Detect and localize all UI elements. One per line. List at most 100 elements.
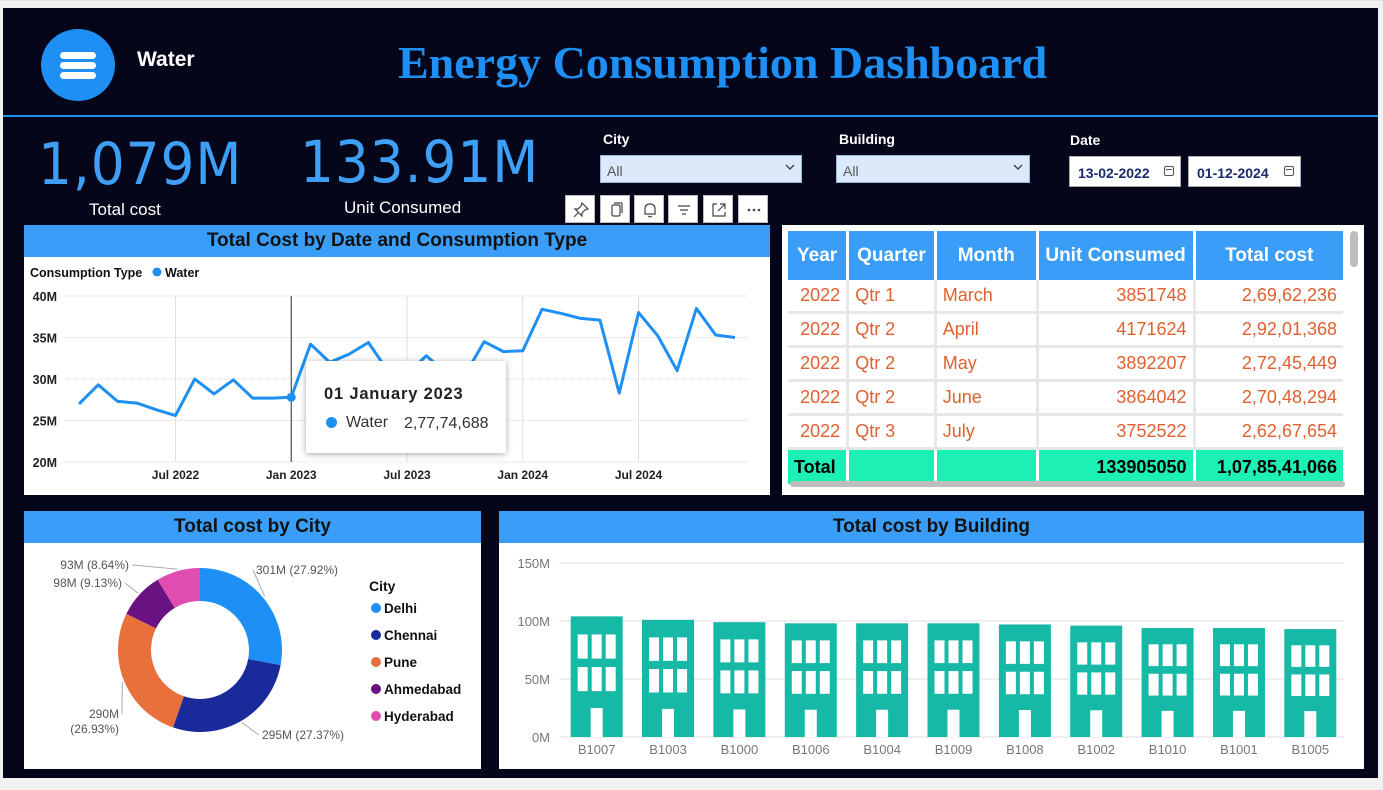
window-top-edge xyxy=(0,0,1383,1)
header-divider xyxy=(3,115,1378,117)
consumption-type-label: Water xyxy=(137,48,195,71)
legend-item-water[interactable]: Water xyxy=(165,266,199,280)
bar-B1001[interactable] xyxy=(1212,627,1265,737)
window-shape xyxy=(591,634,602,659)
x-tick-label: B1009 xyxy=(935,742,973,757)
start-date-value: 13-02-2022 xyxy=(1078,165,1150,181)
donut-slice-ahmedabad[interactable] xyxy=(126,579,175,629)
window-shape xyxy=(1077,642,1088,665)
donut-slice-chennai[interactable] xyxy=(173,659,281,732)
window-shape xyxy=(1291,645,1302,667)
cell-total-cost: 2,62,67,654 xyxy=(1194,414,1343,450)
donut-chart-title: Total cost by City xyxy=(24,511,481,543)
bar-B1002[interactable] xyxy=(1070,625,1123,737)
column-header-unit-consumed[interactable]: Unit Consumed xyxy=(1037,231,1196,280)
horizontal-scrollbar[interactable] xyxy=(790,481,1345,487)
donut-slice-delhi[interactable] xyxy=(200,568,282,666)
window-shape xyxy=(877,671,888,694)
table-row[interactable]: 2022 Qtr 1 March 3851748 2,69,62,236 xyxy=(788,280,1343,314)
copy-icon[interactable] xyxy=(600,195,630,223)
donut-slice-pune[interactable] xyxy=(118,613,184,728)
y-tick-label: 150M xyxy=(517,556,550,571)
cell-year: 2022 xyxy=(788,280,850,314)
city-dropdown-value: All xyxy=(607,163,623,179)
matrix-table-panel: Year Quarter Month Unit Consumed Total c… xyxy=(782,225,1364,495)
hamburger-menu-icon[interactable] xyxy=(41,29,115,101)
bar-B1009[interactable] xyxy=(927,623,980,737)
x-tick-label: B1003 xyxy=(649,742,687,757)
filter-icon[interactable] xyxy=(668,195,698,223)
window-shape xyxy=(805,640,816,664)
start-date-input[interactable]: 13-02-2022 xyxy=(1069,156,1181,187)
window-shape xyxy=(1176,673,1187,696)
cell-unit-consumed: 3752522 xyxy=(1037,414,1196,450)
legend-item-hyderabad[interactable]: Hyderabad xyxy=(384,709,454,724)
pin-icon[interactable] xyxy=(565,195,595,223)
x-tick-label: Jan 2023 xyxy=(266,468,317,482)
window-shape xyxy=(1148,673,1159,696)
window-shape xyxy=(1077,672,1088,695)
column-header-total-cost[interactable]: Total cost xyxy=(1194,231,1343,280)
x-tick-label: Jul 2024 xyxy=(615,468,663,482)
table-row[interactable]: 2022 Qtr 2 April 4171624 2,92,01,368 xyxy=(788,312,1343,348)
bar-B1005[interactable] xyxy=(1284,629,1337,737)
y-tick-label: 35M xyxy=(33,332,57,346)
total-total-cost: 1,07,85,41,066 xyxy=(1194,448,1343,484)
bar-B1010[interactable] xyxy=(1141,627,1194,737)
donut-slice-hyderabad[interactable] xyxy=(157,568,200,609)
bar-B1004[interactable] xyxy=(856,623,909,737)
window-shape xyxy=(1319,674,1330,697)
table-row[interactable]: 2022 Qtr 2 May 3892207 2,72,45,449 xyxy=(788,346,1343,382)
window-shape xyxy=(1005,641,1016,664)
bar-B1008[interactable] xyxy=(998,624,1051,737)
bar-B1007[interactable] xyxy=(570,616,623,737)
table-row[interactable]: 2022 Qtr 2 June 3864042 2,70,48,294 xyxy=(788,380,1343,416)
y-tick-label: 50M xyxy=(525,672,550,687)
focus-mode-icon[interactable] xyxy=(703,195,733,223)
legend-item-chennai[interactable]: Chennai xyxy=(384,628,437,643)
building-dropdown[interactable]: All xyxy=(836,155,1030,183)
x-tick-label: B1004 xyxy=(863,742,901,757)
chevron-down-icon xyxy=(785,164,795,170)
window-shape xyxy=(591,667,602,692)
window-shape xyxy=(1019,671,1030,695)
window-shape xyxy=(734,670,745,694)
bar-B1006[interactable] xyxy=(784,623,837,737)
column-header-year[interactable]: Year xyxy=(788,231,850,280)
cell-month: March xyxy=(935,280,1039,314)
window-shape xyxy=(1091,672,1102,695)
window-shape xyxy=(734,639,745,663)
cell-month: May xyxy=(935,346,1039,382)
more-options-icon[interactable] xyxy=(738,195,768,223)
legend-title: Consumption Type xyxy=(30,266,142,280)
window-shape xyxy=(819,640,830,664)
hover-point[interactable] xyxy=(286,392,296,402)
column-header-quarter[interactable]: Quarter xyxy=(847,231,937,280)
tooltip-series-marker xyxy=(326,417,337,428)
calendar-icon[interactable] xyxy=(1164,166,1174,176)
column-header-month[interactable]: Month xyxy=(935,231,1039,280)
data-label-leader xyxy=(124,582,139,594)
door-shape xyxy=(1232,710,1245,737)
legend-marker xyxy=(371,603,381,613)
window-shape xyxy=(877,640,888,664)
calendar-icon[interactable] xyxy=(1284,166,1294,176)
city-dropdown[interactable]: All xyxy=(600,155,802,183)
legend-item-ahmedabad[interactable]: Ahmedabad xyxy=(384,682,461,697)
bar-chart-title: Total cost by Building xyxy=(499,511,1364,543)
bar-B1000[interactable] xyxy=(713,622,766,737)
window-shape xyxy=(1233,644,1244,667)
bar-B1003[interactable] xyxy=(642,619,695,737)
end-date-input[interactable]: 01-12-2024 xyxy=(1188,156,1301,187)
table-row[interactable]: 2022 Qtr 3 July 3752522 2,62,67,654 xyxy=(788,414,1343,450)
total-empty-cell xyxy=(935,448,1039,484)
cell-month: April xyxy=(935,312,1039,348)
window-shape xyxy=(805,671,816,694)
vertical-scrollbar[interactable] xyxy=(1350,231,1358,267)
table-total-row: Total 133905050 1,07,85,41,066 xyxy=(788,448,1343,484)
window-shape xyxy=(720,670,731,694)
legend-item-delhi[interactable]: Delhi xyxy=(384,601,417,616)
window-shape xyxy=(748,639,759,663)
legend-item-pune[interactable]: Pune xyxy=(384,655,417,670)
bell-icon[interactable] xyxy=(634,195,664,223)
